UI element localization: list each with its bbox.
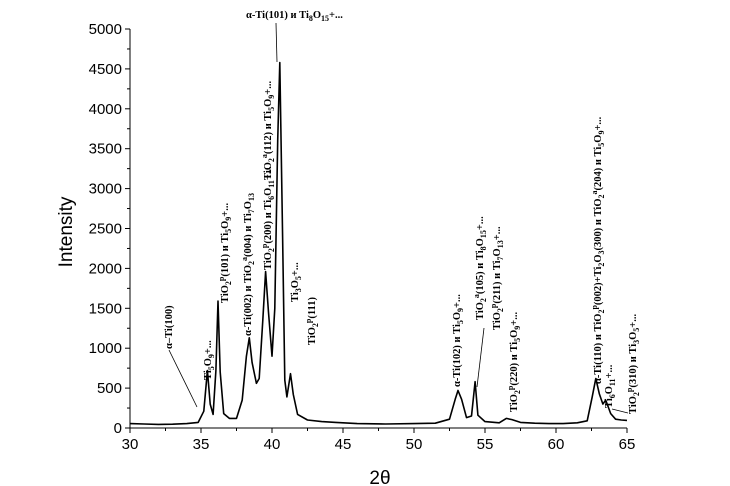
y-axis-label: Intensity bbox=[56, 196, 77, 267]
xrd-pattern-line bbox=[129, 61, 628, 426]
x-tick-label: 45 bbox=[335, 436, 352, 453]
y-tick-label: 2000 bbox=[89, 260, 122, 277]
peak-label-a16: TiO2p(310) и Ti3O5+... bbox=[625, 313, 641, 414]
peak-label-a3: TiO2p(101) и Ti5O9+... bbox=[217, 202, 233, 303]
x-tick-label: 30 bbox=[122, 436, 139, 453]
peak-label-a12: TiO2p(211) и Ti7O13+... bbox=[489, 226, 505, 330]
x-tick-label: 55 bbox=[477, 436, 494, 453]
annotation-leader bbox=[168, 349, 198, 408]
y-tick-label: 4000 bbox=[89, 101, 122, 118]
peak-label-a9: TiO2p(111) bbox=[304, 297, 320, 345]
x-axis-label: 2θ bbox=[369, 468, 390, 486]
peak-annotations: α–Ti(100) Ti5O9+... TiO2p(101) и Ti5O9+...… bbox=[129, 10, 641, 426]
x-tick-label: 35 bbox=[193, 436, 210, 453]
x-tick-label: 40 bbox=[264, 436, 281, 453]
y-tick-label: 500 bbox=[97, 380, 122, 397]
peak-label-a8: Ti3O5+... bbox=[290, 262, 303, 302]
y-tick-label: 3500 bbox=[89, 141, 122, 158]
peak-label-a5: TiO2p(200) и Ti6O11+... bbox=[260, 166, 276, 270]
axes bbox=[129, 29, 627, 429]
peak-label-a10: α-Ti(102) и Ti5O9+... bbox=[452, 294, 465, 387]
peak-label-a2: Ti5O9+... bbox=[203, 340, 216, 380]
y-tick-label: 3000 bbox=[89, 181, 122, 198]
peak-label-a6: TiO2a(112) и Ti5O9+... bbox=[260, 80, 276, 180]
y-tick-label: 1500 bbox=[89, 300, 122, 317]
annotation-leader bbox=[275, 22, 278, 63]
peak-label-a1: α–Ti(100) bbox=[164, 305, 175, 349]
peak-label-a14: α-Ti(110) и TiO2p(002)+Ti2O3(300) и TiO2… bbox=[590, 116, 606, 384]
peak-label-a7: α-Ti(101) и Ti8O15+... bbox=[246, 10, 343, 23]
y-tick-label: 4500 bbox=[89, 61, 122, 78]
peak-label-a15: Ti6O11+... bbox=[604, 364, 617, 408]
y-tick-label: 5000 bbox=[89, 21, 122, 38]
x-tick-label: 65 bbox=[619, 436, 636, 453]
annotation-leader bbox=[476, 327, 485, 388]
x-tick-label: 50 bbox=[406, 436, 423, 453]
y-tick-label: 2500 bbox=[89, 221, 122, 238]
peak-label-a11: TiO2a(105) и Ti8O15+... bbox=[472, 216, 488, 320]
y-tick-label: 0 bbox=[114, 420, 122, 437]
peak-label-a13: TiO2p(220) и Ti5O9+... bbox=[506, 311, 522, 412]
y-tick-label: 1000 bbox=[89, 340, 122, 357]
annotation-leader bbox=[611, 408, 629, 414]
peak-label-a4: α-Ti(002) и TiO2a(004) и Ti7O13 bbox=[240, 193, 256, 336]
ticks: 30 35 40 45 50 55 60 65 0 500 1000 1500 2000 2500 3000… bbox=[89, 21, 636, 453]
x-tick-label: 60 bbox=[548, 436, 565, 453]
